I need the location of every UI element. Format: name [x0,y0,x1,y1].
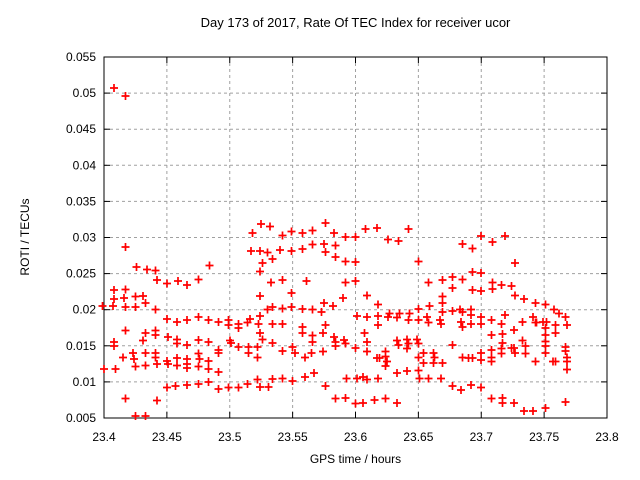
y-tick-label: 0.045 [66,122,96,136]
y-tick-label: 0.055 [66,50,96,64]
y-tick-label: 0.01 [73,375,97,389]
x-tick-label: 23.65 [403,430,433,444]
y-tick-label: 0.005 [66,411,96,425]
x-tick-label: 23.55 [278,430,308,444]
x-tick-label: 23.4 [92,430,116,444]
y-tick-label: 0.05 [73,86,97,100]
y-tick-label: 0.03 [73,231,97,245]
y-tick-label: 0.015 [66,339,96,353]
y-tick-label: 0.04 [73,158,97,172]
x-tick-label: 23.45 [152,430,182,444]
x-tick-label: 23.75 [529,430,559,444]
y-tick-label: 0.035 [66,194,96,208]
y-axis-label: ROTI / TECUs [18,198,32,276]
data-points-plus-markers [98,84,571,420]
x-tick-label: 23.7 [470,430,494,444]
y-tick-label: 0.025 [66,267,96,281]
x-tick-label: 23.6 [344,430,368,444]
y-tick-label: 0.02 [73,303,97,317]
x-tick-label: 23.5 [218,430,242,444]
x-tick-label: 23.8 [595,430,619,444]
x-axis-label: GPS time / hours [309,452,402,466]
chart-title: Day 173 of 2017, Rate Of TEC Index for r… [200,15,511,30]
